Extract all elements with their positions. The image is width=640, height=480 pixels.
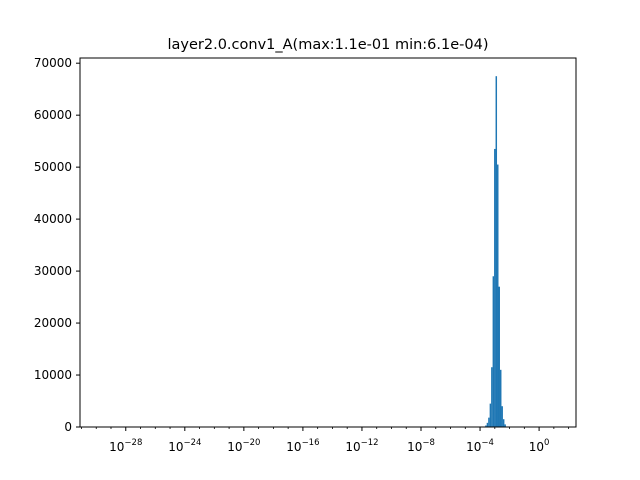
y-axis: 0 10000 20000 30000 40000 50000 60000 70000: [34, 56, 80, 434]
chart-title: layer2.0.conv1_A(max:1.1e-01 min:6.1e-04…: [167, 37, 488, 53]
histogram-bar-13: [504, 424, 506, 427]
x-tick-label-5: 10−8: [407, 438, 435, 454]
y-tick-label-7: 70000: [34, 56, 72, 70]
x-tick-label-6: 10−4: [466, 438, 494, 454]
histogram-bar-12: [502, 419, 505, 427]
histogram-bar-9: [498, 286, 500, 427]
y-tick-label-1: 10000: [34, 368, 72, 382]
histogram-bar-0: [485, 425, 487, 427]
y-tick-label-3: 30000: [34, 264, 72, 278]
histogram-bar-7: [495, 76, 498, 427]
histogram-bar-6: [494, 148, 496, 427]
y-tick-label-4: 40000: [34, 212, 72, 226]
y-tick-label-5: 50000: [34, 160, 72, 174]
histogram-bar-5: [492, 276, 495, 427]
y-tick-label-2: 20000: [34, 316, 72, 330]
histogram-bar-10: [499, 369, 502, 427]
y-tick-label-6: 60000: [34, 108, 72, 122]
x-tick-label-2: 10−20: [227, 438, 260, 454]
x-tick-label-7: 100: [529, 438, 550, 454]
histogram-bar-3: [489, 403, 492, 427]
plot-frame: [79, 57, 577, 428]
y-tick-label-0: 0: [64, 420, 72, 434]
histogram-bar-2: [488, 417, 490, 427]
x-tick-label-4: 10−12: [345, 438, 378, 454]
x-tick-label-0: 10−28: [109, 438, 142, 454]
histogram-bar-11: [501, 406, 503, 427]
histogram-bar-1: [486, 422, 489, 427]
x-tick-label-1: 10−24: [168, 438, 201, 454]
histogram-bars: [485, 76, 508, 428]
histogram-bar-8: [497, 164, 499, 428]
x-axis: 10−28 10−24 10−20 10−16 10−12 10−8 10−4 100: [81, 427, 570, 454]
x-tick-label-3: 10−16: [286, 438, 319, 454]
histogram-bar-4: [491, 367, 493, 427]
